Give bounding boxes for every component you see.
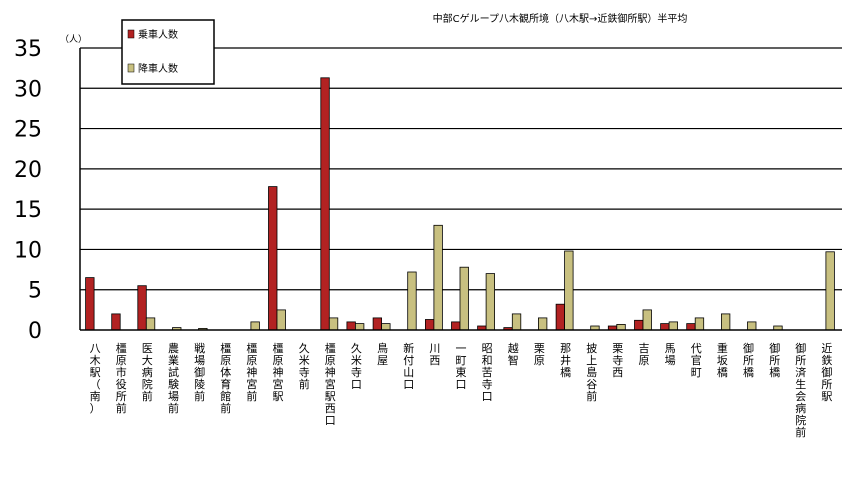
x-tick-label: 御所済生会病院前 <box>795 341 806 439</box>
x-tick-label: 橿原神宮駅 <box>273 342 284 403</box>
bar-boarding <box>660 323 670 331</box>
chart-title: 中部Cゲループ八木観所境（八木駅→近鉄御所駅）半平均 <box>433 12 688 25</box>
bar-alighting <box>354 323 365 331</box>
y-tick-label: 25 <box>14 118 42 143</box>
x-tick-label: 栗原 <box>534 342 545 367</box>
x-tick-label: 近鉄御所駅 <box>821 342 832 403</box>
x-tick-label: 新付山口 <box>403 341 414 391</box>
bar-alighting <box>511 313 522 331</box>
x-tick-label: 医大病院前 <box>142 342 153 403</box>
bar-alighting <box>825 251 835 331</box>
y-tick-label: 5 <box>28 279 42 304</box>
x-tick-label: 馬場 <box>665 342 676 367</box>
bar-boarding <box>268 186 278 331</box>
bar-boarding <box>555 303 565 331</box>
bar-boarding <box>85 277 95 331</box>
bar-alighting <box>381 323 391 331</box>
y-axis-label: （人） <box>60 34 87 45</box>
x-tick-label: 橿原神宮駅西口 <box>325 342 336 427</box>
x-tick-label: 橿原市役所前 <box>116 342 127 415</box>
bar-boarding <box>451 321 461 331</box>
bar-alighting <box>694 317 705 331</box>
x-tick-label: 那井橋 <box>560 342 571 379</box>
x-tick-label: 一町東口 <box>456 342 467 391</box>
x-tick-label: 橿原神宮前 <box>246 342 257 403</box>
bars <box>85 77 835 331</box>
x-tick-label: 農業試験場前 <box>168 341 179 415</box>
x-tick-label: 御所橋 <box>743 341 754 379</box>
x-tick-label: 八木駅（南） <box>90 342 101 415</box>
x-tick-label: 吉原 <box>639 342 650 367</box>
x-tick-label: 栗寺西 <box>612 342 623 379</box>
x-tick-label: 昭和苦寺口 <box>482 342 493 403</box>
legend-label-boarding: 乗車人数 <box>138 28 178 41</box>
legend: 乗車人数 降車人数 <box>121 19 215 85</box>
bar-alighting <box>250 321 260 331</box>
bar-boarding <box>346 321 356 331</box>
x-tick-label: 川西 <box>429 342 440 367</box>
y-tick-label: 20 <box>14 158 42 183</box>
bar-boarding <box>634 319 644 331</box>
x-tick-label: 代官町 <box>691 342 702 379</box>
bar-boarding <box>686 323 696 331</box>
bar-alighting <box>433 224 443 331</box>
x-tick-label: 鳥屋 <box>377 341 388 367</box>
x-tick-label: 橿原体育館前 <box>220 342 231 415</box>
bar-alighting <box>538 317 548 331</box>
legend-swatch-boarding <box>127 29 135 39</box>
bar-alighting <box>328 317 339 331</box>
legend-box <box>121 19 215 85</box>
y-tick-label: 0 <box>28 319 42 344</box>
x-tick-label: 御所橋 <box>769 341 780 379</box>
bar-boarding <box>111 313 121 331</box>
plot-frame <box>79 48 842 331</box>
bar-boarding <box>137 285 147 331</box>
y-tick-label: 30 <box>14 77 42 102</box>
bar-alighting <box>616 323 626 331</box>
bar-alighting <box>407 271 417 331</box>
x-tick-label: 久米寺口 <box>351 342 362 391</box>
x-tick-label: 披上島谷前 <box>586 341 597 403</box>
bar-alighting <box>276 309 286 331</box>
bar-alighting <box>668 321 678 331</box>
bar-alighting <box>485 273 496 331</box>
bar-alighting <box>721 313 731 331</box>
bar-alighting <box>747 321 757 331</box>
y-tick-labels: 0 5 10 15 20 25 30 35 <box>14 37 42 344</box>
bar-alighting <box>564 250 574 331</box>
legend-swatch-alighting <box>127 63 135 73</box>
bar-boarding <box>320 77 330 331</box>
x-tick-label: 重坂橋 <box>717 341 728 379</box>
bar-boarding <box>372 317 383 331</box>
x-tick-label: 久米寺前 <box>299 342 310 391</box>
x-category-labels: 八木駅（南） 橿原市役所前 医大病院前 農業試験場前 戦場御陵前 橿原体育館前 橿原神宮前 橿… <box>90 341 833 439</box>
bar-alighting <box>642 309 652 331</box>
x-tick-label: 越智 <box>508 341 519 367</box>
y-tick-label: 10 <box>14 238 42 263</box>
bar-alighting <box>459 266 469 331</box>
y-tick-label: 35 <box>14 37 42 62</box>
bar-boarding <box>424 319 435 331</box>
y-tick-label: 15 <box>14 198 42 223</box>
x-tick-label: 戦場御陵前 <box>194 342 205 403</box>
bar-alighting <box>145 317 156 331</box>
legend-label-alighting: 降車人数 <box>138 62 178 75</box>
